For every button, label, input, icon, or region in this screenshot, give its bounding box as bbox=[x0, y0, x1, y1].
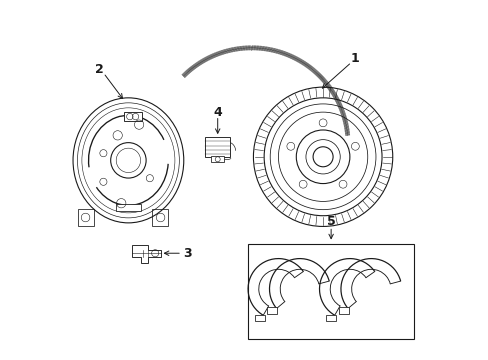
Bar bbox=[267, 307, 277, 314]
Bar bbox=[255, 315, 264, 321]
Bar bbox=[326, 315, 336, 321]
Text: 3: 3 bbox=[183, 247, 191, 260]
Bar bbox=[338, 307, 348, 314]
Bar bbox=[205, 137, 230, 157]
Text: 5: 5 bbox=[326, 215, 335, 228]
Text: 1: 1 bbox=[350, 52, 359, 65]
Polygon shape bbox=[132, 246, 160, 263]
Text: 2: 2 bbox=[95, 63, 104, 76]
Text: 4: 4 bbox=[213, 105, 222, 119]
Bar bbox=[211, 157, 224, 162]
Bar bbox=[247, 244, 413, 339]
Bar bbox=[123, 112, 142, 121]
Bar bbox=[116, 204, 141, 211]
